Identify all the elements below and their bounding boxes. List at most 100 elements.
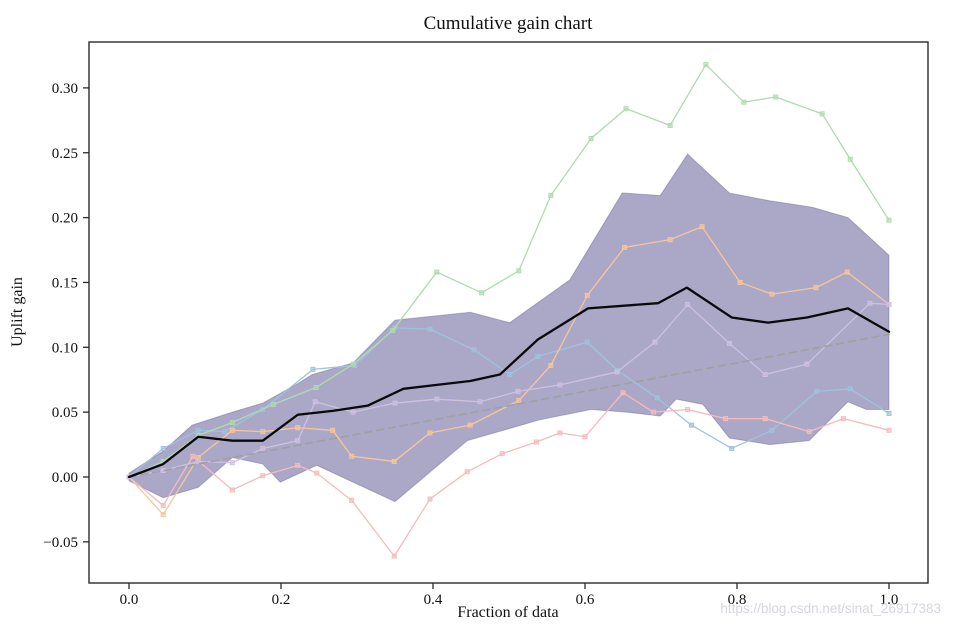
plot-frame — [88, 41, 929, 584]
fold-green-marker — [623, 106, 629, 112]
fold-red-marker — [499, 451, 505, 457]
fold-red-marker — [160, 503, 166, 509]
fold-purple-marker — [726, 340, 732, 346]
fold-blue-marker — [847, 386, 853, 392]
fold-red-marker — [260, 473, 266, 479]
fold-red-marker — [557, 430, 563, 436]
confidence-band — [128, 153, 890, 503]
fold-purple-marker — [762, 372, 768, 378]
fold-green-marker — [588, 135, 594, 141]
fold-red-marker — [762, 416, 768, 422]
fold-purple-marker — [614, 369, 620, 375]
fold-green-marker — [479, 290, 485, 296]
fold-red-marker — [391, 553, 397, 559]
fold-purple-marker — [260, 445, 266, 451]
x-tick-label: 0.2 — [272, 592, 291, 608]
fold-red-marker — [650, 409, 656, 415]
fold-orange-marker — [427, 430, 433, 436]
fold-blue-marker — [769, 427, 775, 433]
fold-orange-marker — [667, 237, 673, 243]
fold-red-marker — [295, 462, 301, 468]
y-tick-label: 0.25 — [52, 146, 78, 162]
fold-orange-marker — [622, 244, 628, 250]
fold-orange-marker — [160, 512, 166, 518]
y-tick-label: 0.00 — [52, 470, 78, 486]
fold-blue-marker — [886, 410, 892, 416]
fold-blue-marker — [507, 372, 513, 378]
x-tick-label: 0.8 — [728, 592, 747, 608]
fold-purple-marker — [312, 399, 318, 405]
fold-green-marker — [703, 62, 709, 68]
fold-red-marker — [840, 416, 846, 422]
fold-green-marker — [773, 94, 779, 100]
fold-purple-marker — [195, 458, 201, 464]
fold-green-marker — [741, 99, 747, 105]
fold-red-marker — [190, 453, 196, 459]
fold-blue-marker — [310, 366, 316, 372]
fold-green-marker — [667, 123, 673, 129]
fold-orange-marker — [295, 425, 301, 431]
fold-green-marker — [270, 401, 276, 407]
y-tick-label: 0.20 — [52, 211, 78, 227]
fold-orange-marker — [330, 427, 336, 433]
fold-purple-marker — [515, 388, 521, 394]
fold-blue-marker — [195, 427, 201, 433]
fold-purple-marker — [229, 460, 235, 466]
fold-orange-line — [128, 226, 890, 516]
fold-orange-marker — [737, 279, 743, 285]
x-axis-label: Fraction of data — [457, 604, 558, 621]
fold-purple-marker — [295, 438, 301, 444]
fold-purple-marker — [392, 400, 398, 406]
fold-green-marker — [229, 420, 235, 426]
fold-blue-marker — [471, 347, 477, 353]
fold-orange-marker — [391, 458, 397, 464]
fold-blue-marker — [654, 395, 660, 401]
fold-blue-marker — [427, 326, 433, 332]
y-tick-label: 0.05 — [52, 405, 78, 421]
x-tick-label: 1.0 — [880, 592, 899, 608]
fold-green-marker — [886, 217, 892, 223]
fold-purple-marker — [867, 300, 873, 306]
y-tick-label: 0.15 — [52, 275, 78, 291]
fold-orange-marker — [769, 291, 775, 297]
fold-red-markers — [126, 390, 892, 559]
fold-blue-marker — [160, 445, 166, 451]
fold-blue-marker — [535, 353, 541, 359]
fold-blue-marker — [584, 339, 590, 345]
fold-orange-marker — [584, 292, 590, 298]
y-tick-label: 0.10 — [52, 340, 78, 356]
fold-red-marker — [723, 416, 729, 422]
x-tick-label: 0.6 — [576, 592, 595, 608]
fold-blue-marker — [688, 422, 694, 428]
fold-orange-marker — [844, 269, 850, 275]
fold-purple-marker — [350, 409, 356, 415]
fold-purple-marker — [557, 382, 563, 388]
fold-green-marker — [819, 111, 825, 117]
y-tick-label: 0.30 — [52, 81, 78, 97]
x-tick-label: 0.0 — [120, 592, 139, 608]
fold-red-marker — [685, 407, 691, 413]
fold-green-marker — [516, 268, 522, 274]
fold-green-markers — [126, 62, 892, 480]
fold-blue-marker — [814, 388, 820, 394]
fold-orange-marker — [229, 427, 235, 433]
plot-area — [126, 62, 892, 559]
fold-blue-marker — [222, 429, 228, 435]
chart-title: Cumulative gain chart — [424, 13, 594, 34]
fold-green-marker — [847, 156, 853, 162]
fold-red-marker — [349, 497, 355, 503]
fold-orange-marker — [467, 422, 473, 428]
fold-green-marker — [390, 327, 396, 333]
fold-purple-marker — [886, 301, 892, 307]
fold-purple-marker — [652, 339, 658, 345]
mean-uplift-line — [127, 286, 891, 479]
y-tick-label: −0.05 — [43, 535, 78, 551]
fold-orange-marker — [516, 397, 522, 403]
axis-ticks: 0.0 0.2 0.4 0.6 0.8 1.0 −0.05 0.00 0.05 0.10 0.15 0… — [43, 81, 898, 608]
random-baseline-line — [128, 333, 890, 478]
fold-purple-marker — [477, 399, 483, 405]
fold-red-marker — [582, 434, 588, 440]
watermark-text: https://blog.csdn.net/sinat_26917383 — [720, 601, 941, 616]
